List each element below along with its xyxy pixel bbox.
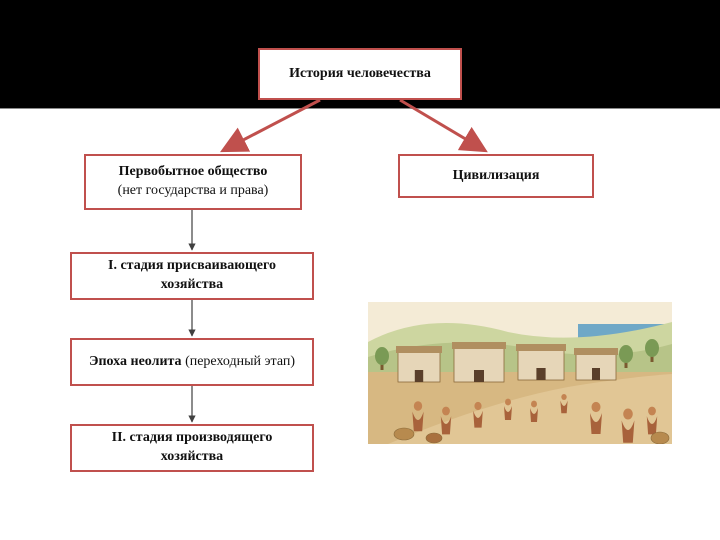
stage2-title: II. стадия производящего хозяйства (82, 429, 302, 467)
neolithic-rest: (переходный этап) (185, 354, 295, 369)
primitive-society-box: Первобытное общество (нет государства и … (84, 154, 302, 210)
primitive-subtitle: (нет государства и права) (118, 182, 269, 201)
neolithic-box: Эпоха неолита (переходный этап) (70, 338, 314, 386)
diagram-canvas: История человечества Первобытное обществ… (0, 0, 720, 540)
neolithic-text: Эпоха неолита (переходный этап) (89, 353, 295, 372)
illustration-svg (368, 302, 672, 444)
stage1-box: I. стадия присваивающего хозяйства (70, 252, 314, 300)
neolithic-village-illustration (368, 302, 672, 444)
civilization-title: Цивилизация (453, 167, 540, 186)
civilization-box: Цивилизация (398, 154, 594, 198)
root-box: История человечества (258, 48, 462, 100)
stage2-box: II. стадия производящего хозяйства (70, 424, 314, 472)
neolithic-bold: Эпоха неолита (89, 354, 182, 369)
horizontal-divider (0, 108, 720, 109)
stage1-title: I. стадия присваивающего хозяйства (82, 257, 302, 295)
root-title: История человечества (289, 65, 431, 84)
primitive-title: Первобытное общество (119, 163, 268, 182)
